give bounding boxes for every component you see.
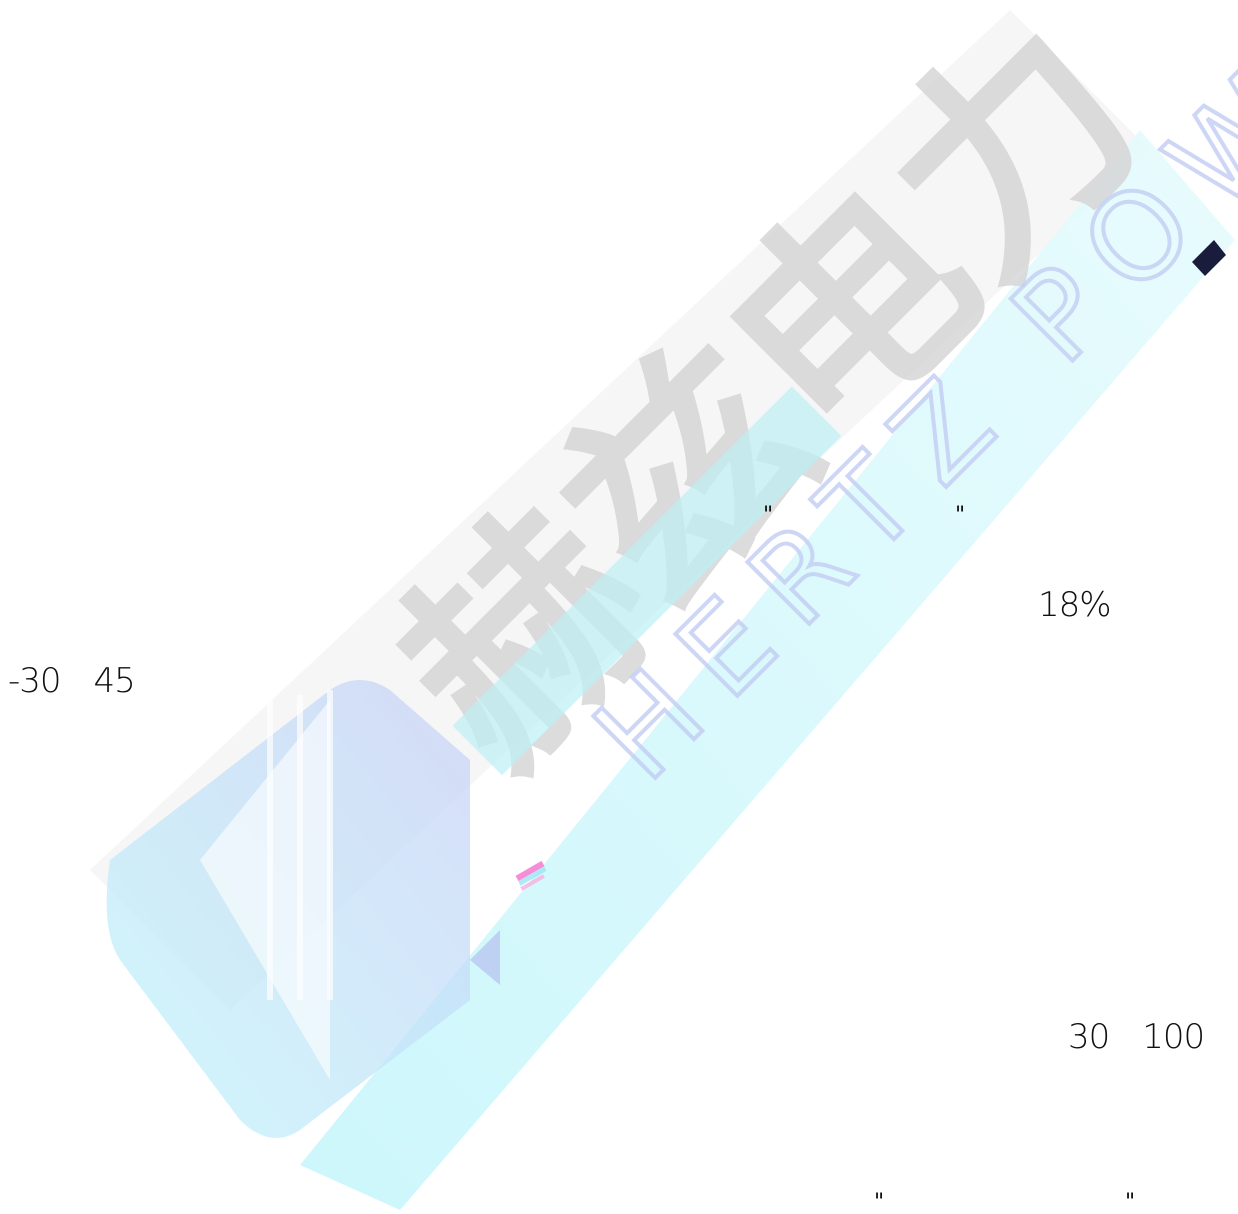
watermark-english: HERTZ POWER xyxy=(567,0,1238,809)
dark-corner-mark xyxy=(1192,240,1226,276)
watermark-chinese: 赫兹电力 xyxy=(352,0,1191,814)
svg-text:HERTZ POWER: HERTZ POWER xyxy=(569,0,1238,807)
watermark-grey-band xyxy=(90,10,1150,1010)
quote-mark-top-right: " xyxy=(955,503,966,528)
range-text-positive: 30 100 xyxy=(1068,1017,1205,1057)
quote-mark-bottom-left: " xyxy=(874,1190,885,1214)
percentage-text: 18% xyxy=(1038,585,1112,625)
svg-text:赫兹电力: 赫兹电力 xyxy=(352,0,1191,814)
logo-emblem xyxy=(106,680,471,1138)
quote-mark-top-left: " xyxy=(763,503,774,528)
color-artifact xyxy=(515,860,547,891)
quote-mark-bottom-right: " xyxy=(1125,1190,1136,1214)
range-text-negative: -30 45 xyxy=(8,661,136,701)
